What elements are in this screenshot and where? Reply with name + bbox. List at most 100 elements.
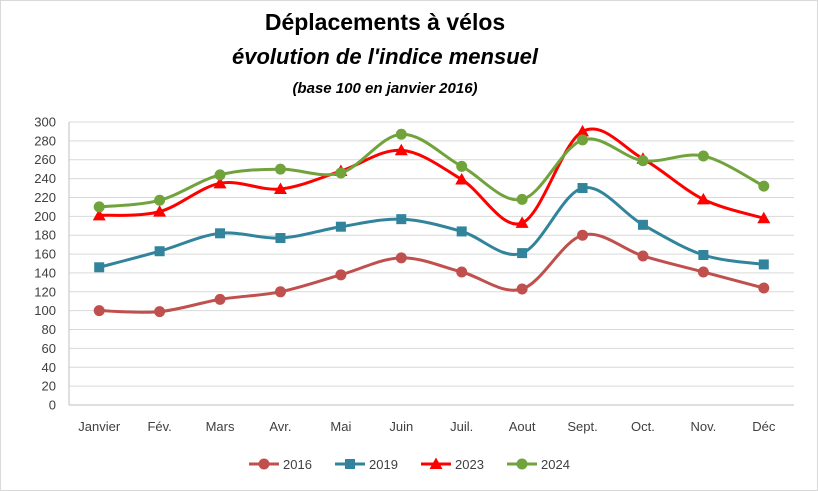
- data-point: [697, 150, 709, 162]
- data-point: [698, 250, 709, 261]
- data-point: [335, 167, 347, 179]
- data-point: [395, 128, 407, 140]
- legend-item-2019: 2019: [335, 457, 398, 472]
- series-line-2024: [99, 132, 765, 209]
- series-line-2019: [98, 186, 765, 269]
- data-point: [758, 259, 769, 270]
- data-point: [154, 306, 166, 318]
- data-point: [757, 211, 771, 224]
- y-tick-label: 240: [34, 171, 56, 186]
- series-2016: [93, 229, 770, 318]
- legend-marker: [345, 459, 355, 469]
- y-tick-label: 120: [34, 284, 56, 299]
- legend-marker: [516, 458, 528, 470]
- chart-title: Déplacements à vélos: [264, 9, 506, 35]
- legend-label: 2016: [283, 457, 312, 472]
- x-tick-label: Sept.: [567, 419, 597, 434]
- data-point: [154, 194, 166, 206]
- legend-label: 2019: [369, 457, 398, 472]
- legend: 2016 2019 2023 2024: [249, 457, 570, 472]
- data-point: [274, 286, 286, 298]
- legend-marker: [429, 457, 443, 469]
- x-axis-ticks: Janvier Fév. Mars Avr. Mai Juin Juil. Aout Sept.…: [78, 419, 776, 434]
- data-point: [637, 219, 648, 230]
- x-tick-label: Oct.: [631, 419, 655, 434]
- x-tick-label: Déc: [752, 419, 776, 434]
- x-tick-label: Mars: [206, 419, 235, 434]
- data-point: [213, 176, 227, 189]
- data-point: [215, 228, 226, 239]
- data-point: [274, 163, 286, 175]
- y-tick-label: 160: [34, 247, 56, 262]
- x-tick-label: Juil.: [450, 419, 473, 434]
- data-point: [396, 214, 407, 225]
- x-tick-label: Janvier: [78, 419, 121, 434]
- legend-marker: [258, 458, 270, 470]
- data-point: [214, 169, 226, 181]
- x-tick-label: Aout: [509, 419, 536, 434]
- data-point: [456, 160, 468, 172]
- data-point: [214, 293, 226, 305]
- grid-lines: [68, 121, 794, 406]
- y-tick-label: 200: [34, 209, 56, 224]
- legend-item-2016: 2016: [249, 457, 312, 472]
- data-point: [577, 229, 589, 241]
- chart-subtitle: évolution de l'indice mensuel: [232, 44, 538, 69]
- data-point: [696, 192, 710, 205]
- data-point: [516, 283, 528, 295]
- data-point: [456, 266, 468, 278]
- data-point: [273, 182, 287, 194]
- y-tick-label: 20: [42, 379, 56, 394]
- y-tick-label: 280: [34, 133, 56, 148]
- y-tick-label: 100: [34, 303, 56, 318]
- y-tick-label: 60: [42, 341, 56, 356]
- data-point: [275, 233, 286, 244]
- data-point: [697, 266, 709, 278]
- data-point: [758, 282, 770, 294]
- y-axis-ticks: 0 20 40 60 80 100 120 140 160 180 200 220 240 260 280 3…: [34, 115, 56, 413]
- data-point: [92, 208, 106, 221]
- data-point: [335, 221, 346, 232]
- legend-item-2024: 2024: [507, 457, 570, 472]
- x-tick-label: Avr.: [269, 419, 291, 434]
- y-tick-label: 300: [34, 115, 56, 130]
- series-2019: [94, 183, 769, 273]
- x-tick-label: Mai: [330, 419, 351, 434]
- data-point: [637, 155, 649, 167]
- legend-label: 2024: [541, 457, 570, 472]
- y-tick-label: 180: [34, 228, 56, 243]
- x-tick-label: Fév.: [147, 419, 171, 434]
- chart-note: (base 100 en janvier 2016): [292, 80, 478, 97]
- data-point: [637, 250, 649, 262]
- series-line-2023: [99, 127, 765, 226]
- y-tick-label: 260: [34, 152, 56, 167]
- y-tick-label: 0: [49, 398, 56, 413]
- data-point: [758, 180, 770, 192]
- data-point: [335, 269, 347, 281]
- data-point: [516, 193, 528, 205]
- legend-item-2023: 2023: [421, 457, 484, 472]
- series-group: [92, 124, 771, 318]
- y-tick-label: 80: [42, 322, 56, 337]
- data-point: [93, 305, 105, 317]
- data-point: [456, 226, 467, 237]
- data-point: [577, 134, 589, 146]
- data-point: [153, 205, 167, 217]
- y-tick-label: 220: [34, 190, 56, 205]
- data-point: [395, 252, 407, 264]
- data-point: [394, 143, 408, 156]
- data-point: [577, 183, 588, 194]
- x-tick-label: Juin: [389, 419, 413, 434]
- x-tick-label: Nov.: [690, 419, 716, 434]
- y-tick-label: 40: [42, 360, 56, 375]
- data-point: [576, 124, 590, 137]
- data-point: [93, 201, 105, 213]
- data-point: [517, 248, 528, 259]
- series-2024: [93, 128, 770, 213]
- data-point: [94, 262, 105, 273]
- data-point: [455, 173, 469, 185]
- legend-label: 2023: [455, 457, 484, 472]
- y-tick-label: 140: [34, 265, 56, 280]
